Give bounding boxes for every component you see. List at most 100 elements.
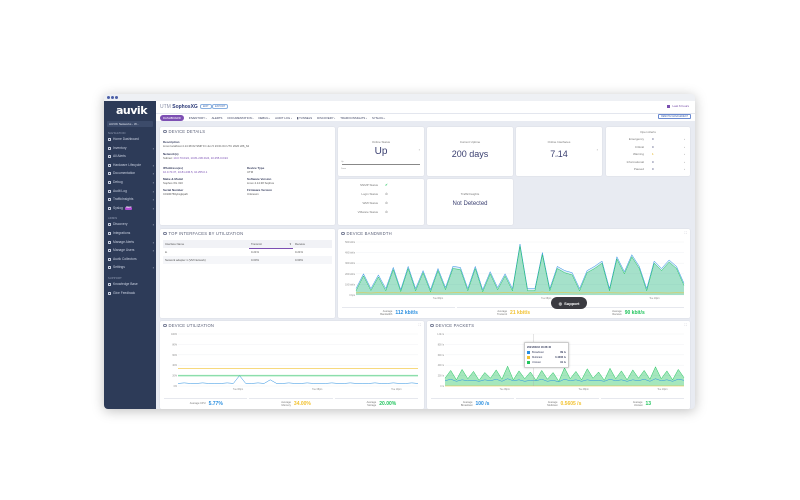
device-type-label: Device Type [247,166,265,170]
tab-documentation[interactable]: DOCUMENTATION › [227,115,254,120]
window-dot[interactable] [111,96,114,99]
support-button[interactable]: ◎ Support [551,297,587,309]
tab-alerts[interactable]: ALERTS [211,115,223,120]
alert-count[interactable]: 0 [652,159,654,164]
sidebar-item-knowledge-base[interactable]: Knowledge Base [108,281,154,288]
y-tick-label: 300 kbit/s [345,262,356,265]
chevron-right-icon[interactable]: › [684,167,685,171]
time-range-selector[interactable]: Last 6 hours [667,104,689,108]
expand-icon[interactable]: ⛶ [418,323,421,327]
sidebar-item-label: Syslog [113,205,123,210]
device-bandwidth-card: DEVICE BANDWIDTH ⛶ 0 bps 100 kbit/s 200 kbit… [338,229,690,318]
support-label: Support [564,300,580,306]
column-receive[interactable]: Receive [295,242,306,246]
tab-inventory[interactable]: INVENTORY › [188,115,207,120]
sidebar-item-debug[interactable]: Debug › [108,179,154,186]
sidebar-item-manage-users[interactable]: Manage Users › [108,247,154,254]
access-status-card: SNMP Status ✔ Login Status ⊘ WMI Status ⊘ VMwa… [338,179,424,225]
stat-average-bandwidth: Average Bandwidth 112 kbit/s [342,307,455,317]
ip-value[interactable]: 10.0.70.37, 10.81.236.5, 10.255.0.1 [163,170,208,174]
sidebar-item-label: Audit Log [113,188,127,193]
tab-trafficinsights[interactable]: TRAFFICINSIGHTS › [340,115,367,120]
sidebar-item-label: Hardware Lifecycle [113,162,142,167]
device-type-label: UTM [160,104,171,110]
sidebar-item-discovery[interactable]: Discovery › [108,221,154,228]
sidebar-item-auvik-collectors[interactable]: Auvik Collectors [108,256,154,263]
cell: 0.69% [295,258,303,262]
sidebar-item-audit-log[interactable]: Audit Log › [108,188,154,195]
chart-icon [163,323,167,328]
sidebar-item-trafficinsights[interactable]: TrafficInsights › [108,196,154,203]
page-header: UTM SophosXG EDIT EXPORT Last 6 hours [156,101,695,113]
chevron-right-icon: › [152,222,154,228]
sidebar-item-inventory[interactable]: Inventory › [108,145,154,152]
chevron-right-icon[interactable]: › [684,159,685,164]
chevron-right-icon[interactable]: › [684,137,685,141]
tab-auditlog[interactable]: AUDIT LOG › [275,115,292,120]
sidebar-item-all-alerts[interactable]: All Alerts [108,153,154,160]
sort-down-icon: ▾ [289,241,291,246]
chevron-right-icon[interactable]: › [684,144,685,149]
tab-dashboard[interactable]: DASHBOARD [160,114,184,121]
edit-button[interactable]: EDIT [200,104,212,109]
alert-count[interactable]: 0 [652,137,654,141]
alert-count[interactable]: 0 [652,144,654,149]
chevron-right-icon[interactable]: › [684,152,685,156]
tab-tunnels[interactable]: ▮ TUNNELS [296,115,313,120]
table-row[interactable]: lo 0.21% 0.21% [163,248,332,256]
table-row[interactable]: Network adapter 1 (VM Network) 0.00% 0.69% [163,256,332,264]
tab-discovery[interactable]: DISCOVERY › [317,115,336,120]
tab-syslog[interactable]: SYSLOG › [371,115,386,120]
legend-swatch [527,356,530,359]
chevron-right-icon[interactable]: › [418,147,420,152]
networks-links[interactable]: 10.0.70.0/24, 10.81.236.0/24, 10.255.0.0… [173,156,228,160]
chart-icon [430,323,434,328]
expand-icon[interactable]: ⛶ [684,231,687,235]
y-tick-label: 100% [171,334,177,336]
tab-debug[interactable]: DEBUG › [258,115,271,120]
network-selector[interactable]: AUVIK Networks - W... [107,121,153,127]
device-name: SophosXG [172,104,198,110]
new-badge: NEW [124,206,133,210]
sidebar-item-documentation[interactable]: Documentation › [108,170,154,177]
make-value: Sophos XG 310 [163,181,183,185]
check-icon: ✔ [385,182,388,187]
sidebar-item-give-feedback[interactable]: Give Feedback [108,290,154,297]
sidebar-item-home-dashboard[interactable]: Home Dashboard [108,136,154,143]
x-tick-label: Tue 06pm [233,389,243,391]
stat-average-unicast: Average Unicast 13 [601,398,684,408]
window-dot[interactable] [115,96,118,99]
online-status-card[interactable]: Online Status Up › Up Down [338,127,424,176]
alert-count[interactable]: 0 [652,167,654,171]
stat-value: 100 /s [475,400,490,407]
sidebar-item-label: Discovery [113,222,128,227]
sidebar-item-settings[interactable]: Settings › [108,264,154,271]
column-interface-name[interactable]: Interface Name [165,242,185,246]
expand-icon[interactable]: ⛶ [684,323,687,327]
chevron-right-icon: › [152,265,154,271]
window-dot[interactable] [107,96,110,99]
export-button[interactable]: EXPORT [212,104,229,109]
stat-average-broadcast: Average Broadcast 100 /s [431,398,514,408]
sidebar-item-manage-alerts[interactable]: Manage Alerts › [108,239,154,246]
interfaces-card[interactable]: Online Interfaces 7of14 › [516,127,602,176]
sidebar-item-syslog[interactable]: Syslog NEW › [108,205,154,212]
x-tick-label: Tue 10pm [391,389,401,391]
trafficinsights-card: TrafficInsights Not Detected [427,179,513,225]
remote-management-button[interactable]: REMOTE MANAGEMENT [658,114,691,119]
series-line-bandwidth [355,244,685,291]
time-range-label: Last 6 hours [672,104,689,108]
chevron-right-icon: › [152,248,154,254]
sidebar-item-integrations[interactable]: Integrations [108,230,154,237]
tooltip-label: Unicast [532,361,541,364]
uptime-value: 200 days [451,149,489,159]
unknown-status-icon: ⊘ [385,191,388,196]
serial-value: C0100766ykxgkpa6 [163,192,188,196]
series-area-unicast [445,366,684,386]
column-transmit[interactable]: Transmit ▾ [249,240,293,249]
sidebar-item-hardware-lifecycle[interactable]: Hardware Lifecycle › [108,162,154,169]
alert-count[interactable]: 1 [652,152,654,156]
y-tick-label: 60% [172,355,177,357]
stat-average-memory: Average Memory 34.00% [249,398,333,408]
chevron-right-icon[interactable]: › [596,147,598,152]
